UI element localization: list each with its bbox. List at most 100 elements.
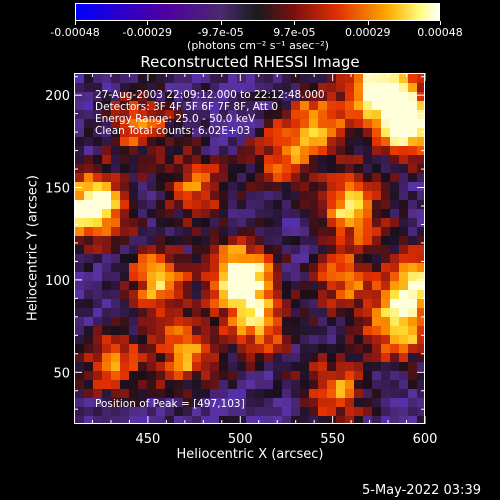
heatmap-cell — [264, 398, 274, 408]
heatmap-cell — [147, 317, 157, 327]
heatmap-cell — [75, 191, 85, 201]
heatmap-cell — [408, 83, 418, 93]
heatmap-cell — [129, 353, 139, 363]
heatmap-cell — [219, 245, 229, 255]
heatmap-cell — [75, 200, 85, 210]
heatmap-cell — [156, 182, 166, 192]
heatmap-cell — [282, 254, 292, 264]
heatmap-cell — [93, 227, 103, 237]
heatmap-cell — [363, 92, 373, 102]
heatmap-cell — [390, 380, 400, 390]
heatmap-cell — [165, 353, 175, 363]
heatmap-cell — [201, 335, 211, 345]
heatmap-cell — [255, 371, 265, 381]
heatmap-cell — [138, 236, 148, 246]
heatmap-cell — [111, 254, 121, 264]
heatmap-cell — [372, 344, 382, 354]
heatmap-cell — [408, 398, 418, 408]
heatmap-cell — [372, 101, 382, 111]
heatmap-cell — [309, 155, 319, 165]
heatmap-cell — [192, 128, 202, 138]
heatmap-cell — [417, 281, 424, 291]
colorbar-tick-label: -0.00048 — [50, 26, 100, 39]
heatmap-cell — [399, 236, 409, 246]
heatmap-cell — [138, 155, 148, 165]
heatmap-cell — [120, 380, 130, 390]
heatmap-cell — [390, 119, 400, 129]
heatmap-cell — [372, 335, 382, 345]
heatmap-cell — [156, 92, 166, 102]
heatmap-cell — [363, 380, 373, 390]
heatmap-cell — [273, 236, 283, 246]
heatmap-cell — [120, 317, 130, 327]
heatmap-cell — [111, 299, 121, 309]
heatmap-cell — [408, 236, 418, 246]
heatmap-cell — [120, 290, 130, 300]
heatmap-cell — [201, 191, 211, 201]
y-tick-label: 100 — [45, 274, 70, 289]
heatmap-cell — [399, 83, 409, 93]
heatmap-cell — [210, 281, 220, 291]
heatmap-cell — [102, 218, 112, 228]
heatmap-cell — [147, 362, 157, 372]
heatmap-cell — [228, 254, 238, 264]
heatmap-cell — [183, 191, 193, 201]
heatmap-cell — [102, 308, 112, 318]
heatmap-cell — [408, 344, 418, 354]
heatmap-cell — [363, 389, 373, 399]
heatmap-cell — [219, 407, 229, 417]
heatmap-cell — [174, 101, 184, 111]
heatmap-cell — [156, 281, 166, 291]
heatmap-cell — [174, 335, 184, 345]
heatmap-cell — [219, 326, 229, 336]
heatmap-cell — [93, 416, 103, 423]
heatmap-cell — [336, 146, 346, 156]
colorbar-tick-label: -9.7e-05 — [197, 26, 244, 39]
heatmap-cell — [156, 380, 166, 390]
heatmap-cell — [300, 74, 310, 84]
heatmap-cell — [102, 236, 112, 246]
heatmap-cell — [192, 299, 202, 309]
heatmap-cell — [120, 137, 130, 147]
heatmap-cell — [210, 227, 220, 237]
heatmap-cell — [264, 407, 274, 417]
heatmap-cell — [372, 146, 382, 156]
x-tick-label: 550 — [320, 432, 345, 447]
heatmap-cell — [309, 110, 319, 120]
heatmap-cell — [390, 263, 400, 273]
heatmap-cell — [102, 92, 112, 102]
heatmap-cell — [408, 263, 418, 273]
heatmap-cell — [318, 74, 328, 84]
heatmap-cell — [246, 164, 256, 174]
heatmap-cell — [336, 290, 346, 300]
heatmap-cell — [345, 371, 355, 381]
heatmap-cell — [408, 92, 418, 102]
heatmap-cell — [255, 155, 265, 165]
heatmap-cell — [192, 101, 202, 111]
heatmap-cell — [183, 74, 193, 84]
heatmap-cell — [165, 191, 175, 201]
heatmap-cell — [201, 254, 211, 264]
heatmap-cell — [93, 83, 103, 93]
heatmap-cell — [120, 128, 130, 138]
heatmap-cell — [354, 299, 364, 309]
heatmap-cell — [219, 119, 229, 129]
heatmap-cell — [300, 317, 310, 327]
heatmap-cell — [336, 299, 346, 309]
heatmap-cell — [336, 380, 346, 390]
heatmap-cell — [219, 92, 229, 102]
heatmap-cell — [327, 146, 337, 156]
heatmap-cell — [183, 218, 193, 228]
heatmap-cell — [219, 290, 229, 300]
heatmap-cell — [93, 281, 103, 291]
heatmap-cell — [237, 200, 247, 210]
heatmap-cell — [309, 344, 319, 354]
heatmap-cell — [246, 200, 256, 210]
heatmap-cell — [300, 173, 310, 183]
heatmap-cell — [219, 272, 229, 282]
heatmap-cell — [237, 119, 247, 129]
heatmap-cell — [174, 74, 184, 84]
heatmap-cell — [273, 317, 283, 327]
heatmap-cell — [336, 353, 346, 363]
heatmap-cell — [309, 254, 319, 264]
